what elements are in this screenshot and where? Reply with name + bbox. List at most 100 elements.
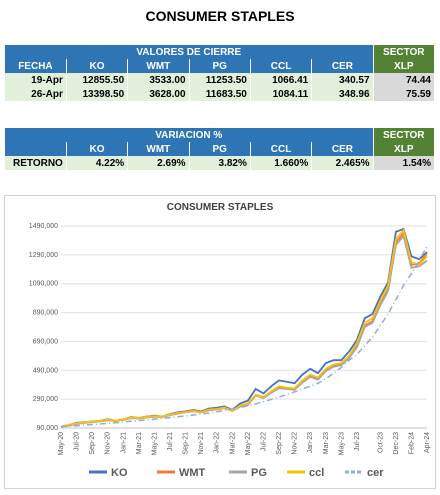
- cell: RETORNO: [5, 156, 67, 170]
- row: KO WMT PG CCL CER XLP: [5, 142, 436, 156]
- cell: 26-Apr: [5, 87, 67, 101]
- y-tick-label: 490,000: [33, 367, 58, 374]
- x-tick-label: Sep-21: [183, 432, 190, 455]
- cell: XLP: [373, 142, 436, 156]
- cell: 13398.50: [66, 87, 129, 101]
- cell: 11253.50: [189, 73, 251, 87]
- legend-label: WMT: [179, 467, 206, 479]
- cell: SECTOR: [373, 128, 436, 142]
- x-tick-label: Jul-23: [354, 432, 361, 451]
- x-tick-label: Jul-20: [74, 432, 81, 451]
- cell: [127, 101, 190, 115]
- cell: XLP: [373, 59, 436, 73]
- cell: 12855.50: [66, 73, 129, 87]
- x-tick-label: Jul-22: [260, 432, 267, 451]
- x-tick-label: Mar-22: [229, 432, 236, 454]
- x-tick-label: May-23: [338, 432, 345, 455]
- cell: SECTOR: [373, 45, 436, 59]
- cell: 1066.41: [250, 73, 313, 87]
- legend-label: KO: [111, 467, 128, 479]
- row: 19-Apr 12855.50 3533.00 11253.50 1066.41 340.…: [5, 73, 436, 87]
- cell: CCL: [250, 59, 313, 73]
- x-tick-label: May-21: [151, 432, 158, 455]
- cell: 3533.00: [127, 73, 190, 87]
- cell: WMT: [127, 59, 190, 73]
- x-tick-label: Oct-23: [377, 432, 384, 453]
- x-tick-label: Dec-23: [393, 432, 400, 455]
- cell: 2.465%: [311, 156, 374, 170]
- cell: 1084.11: [250, 87, 313, 101]
- x-tick-label: Nov-21: [198, 432, 205, 455]
- x-tick-label: Nov-22: [292, 432, 299, 455]
- cell: CCL: [250, 142, 313, 156]
- x-tick-label: Jul-21: [167, 432, 174, 451]
- cell: 3628.00: [127, 87, 190, 101]
- legend-label: ccl: [309, 467, 324, 479]
- cell: 1.660%: [250, 156, 313, 170]
- cell: [373, 101, 436, 115]
- cell: CER: [311, 59, 374, 73]
- cell: [5, 101, 67, 115]
- cell: 11683.50: [189, 87, 251, 101]
- y-tick-label: 290,000: [33, 396, 58, 403]
- y-tick-label: 1490,000: [29, 223, 58, 230]
- cell: 19-Apr: [5, 73, 67, 87]
- y-tick-label: 1290,000: [29, 252, 58, 259]
- legend-label: cer: [367, 467, 384, 479]
- cell: 348.96: [311, 87, 374, 101]
- cell: 1.54%: [373, 156, 436, 170]
- chart-title: CONSUMER STAPLES: [167, 202, 274, 213]
- cell: [66, 101, 129, 115]
- x-tick-label: May-22: [245, 432, 252, 455]
- series-line: [60, 228, 428, 428]
- chart: CONSUMER STAPLES 90,000 290,000 490,000 690…: [4, 195, 436, 489]
- cell: [311, 101, 374, 115]
- x-tick-label: Jan-22: [214, 432, 221, 454]
- page-title: CONSUMER STAPLES: [145, 8, 295, 24]
- series-line: [60, 245, 428, 428]
- cell: WMT: [127, 142, 190, 156]
- y-tick-label: 690,000: [33, 338, 58, 345]
- row: VALORES DE CIERRE SECTOR: [5, 45, 436, 59]
- legend-label: PG: [251, 467, 267, 479]
- cell: FECHA: [5, 59, 67, 73]
- closing-table: VALORES DE CIERRE SECTOR FECHA KO WMT PG CCL CE…: [5, 45, 436, 115]
- row: VARIACION % SECTOR: [5, 128, 436, 142]
- cell: PG: [189, 59, 251, 73]
- series-line: [60, 234, 428, 428]
- row: 26-Apr 13398.50 3628.00 11683.50 1084.11 348.…: [5, 87, 436, 101]
- x-tick-label: Sep-22: [276, 432, 283, 455]
- cell: KO: [66, 59, 129, 73]
- cell: 4.22%: [66, 156, 129, 170]
- cell: [250, 101, 313, 115]
- cell: CER: [311, 142, 374, 156]
- row: RETORNO 4.22% 2.69% 3.82% 1.660% 2.465% 1.54%: [5, 156, 436, 170]
- cell: [189, 101, 251, 115]
- cell: 74.44: [373, 73, 436, 87]
- x-tick-label: Nov-20: [105, 432, 112, 455]
- cell: PG: [189, 142, 251, 156]
- cell: 3.82%: [189, 156, 251, 170]
- y-tick-label: 890,000: [33, 310, 58, 317]
- cell: [5, 142, 67, 156]
- series-line: [60, 227, 428, 428]
- y-tick-label: 90,000: [37, 425, 59, 432]
- cell: 340.57: [311, 73, 374, 87]
- x-tick-label: Mar-23: [323, 432, 330, 454]
- cell: KO: [66, 142, 129, 156]
- x-tick-label: Mar-21: [136, 432, 143, 454]
- cell: VALORES DE CIERRE: [5, 45, 374, 59]
- x-tick-label: Sep-20: [89, 432, 96, 455]
- x-tick-label: Apr-24: [424, 432, 431, 453]
- cell: VARIACION %: [5, 128, 374, 142]
- x-tick-label: Jan-21: [120, 432, 127, 454]
- cell: 75.59: [373, 87, 436, 101]
- row: [5, 101, 436, 115]
- x-tick-label: Feb-24: [408, 432, 415, 454]
- series-line: [60, 231, 428, 428]
- return-table: VARIACION % SECTOR KO WMT PG CCL CER XLP RETORNO…: [5, 128, 436, 170]
- x-tick-label: May-20: [58, 432, 65, 455]
- x-tick-label: Jan-23: [307, 432, 314, 454]
- cell: 2.69%: [127, 156, 190, 170]
